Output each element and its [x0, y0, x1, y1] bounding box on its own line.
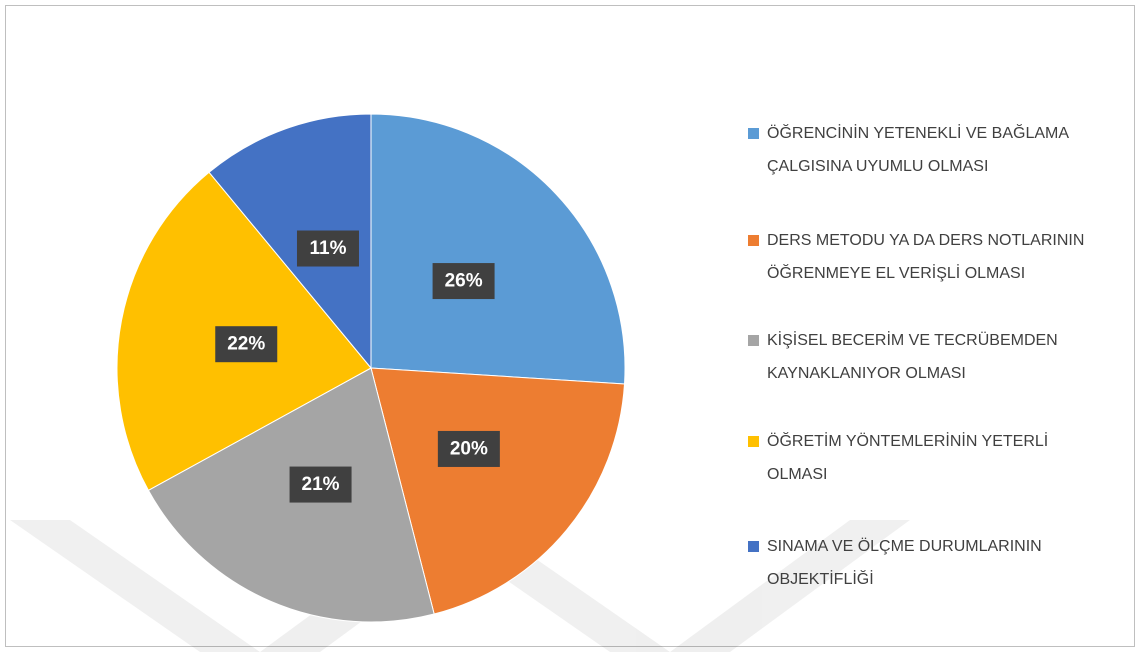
- data-label-box: [296, 230, 359, 267]
- legend-swatch: [748, 128, 759, 139]
- data-label-box: [437, 430, 500, 467]
- legend-label: ÖĞRENCİNİN YETENEKLİ VE BAĞLAMA ÇALGISIN…: [767, 125, 1069, 175]
- legend-swatch: [748, 541, 759, 552]
- legend-label: ÖĞRETİM YÖNTEMLERİNİN YETERLİ OLMASI: [767, 433, 1049, 483]
- pie-slice: [370, 113, 626, 385]
- data-label: 20%: [450, 438, 488, 459]
- legend-item: ÖĞRENCİNİN YETENEKLİ VE BAĞLAMA ÇALGISIN…: [748, 117, 1108, 183]
- legend-swatch: [748, 436, 759, 447]
- data-label: 11%: [309, 238, 346, 259]
- data-label: 21%: [302, 474, 340, 495]
- legend-label: DERS METODU YA DA DERS NOTLARININ ÖĞRENM…: [767, 232, 1085, 282]
- legend-item: ÖĞRETİM YÖNTEMLERİNİN YETERLİ OLMASI: [748, 425, 1108, 491]
- data-label: 26%: [445, 271, 483, 292]
- pie-slice: [370, 367, 626, 615]
- legend-item: DERS METODU YA DA DERS NOTLARININ ÖĞRENM…: [748, 224, 1108, 290]
- data-label-box: [215, 326, 278, 363]
- data-label-box: [289, 466, 352, 503]
- legend-swatch: [748, 235, 759, 246]
- legend-item: KİŞİSEL BECERİM VE TECRÜBEMDEN KAYNAKLAN…: [748, 324, 1108, 390]
- pie-slice: [208, 113, 372, 370]
- legend-item: SINAMA VE ÖLÇME DURUMLARININ OBJEKTİFLİĞ…: [748, 530, 1108, 596]
- data-label-box: [432, 263, 495, 300]
- legend-label: KİŞİSEL BECERİM VE TECRÜBEMDEN KAYNAKLAN…: [767, 332, 1058, 382]
- legend-label: SINAMA VE ÖLÇME DURUMLARININ OBJEKTİFLİĞ…: [767, 538, 1042, 588]
- legend-swatch: [748, 335, 759, 346]
- data-label: 22%: [227, 334, 265, 355]
